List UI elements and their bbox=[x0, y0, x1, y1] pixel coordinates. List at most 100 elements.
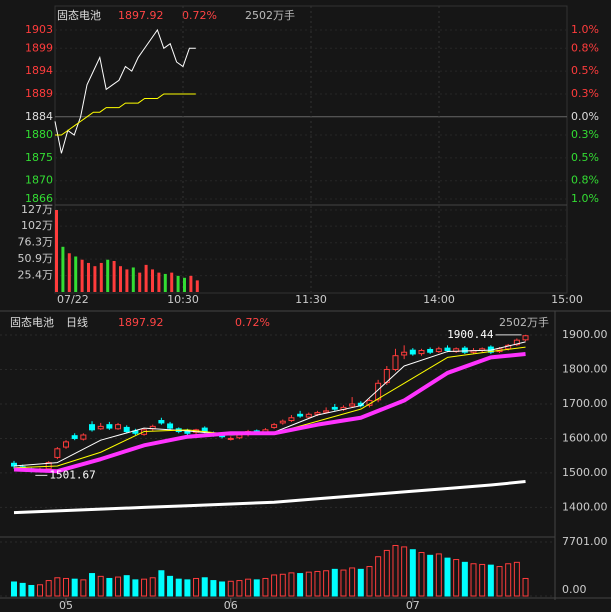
candle-body bbox=[513, 339, 520, 346]
volume-bar bbox=[61, 246, 65, 292]
y-tick-label: 1884 bbox=[25, 110, 53, 123]
volume-bar bbox=[479, 563, 486, 597]
month-label: 06 bbox=[224, 599, 238, 612]
vol-tick-label: 127万 bbox=[21, 203, 53, 216]
volume-bar bbox=[219, 581, 226, 597]
volume-bar bbox=[195, 280, 199, 292]
y-tick-label: 1700.00 bbox=[562, 397, 608, 410]
y-tick-label: 1875 bbox=[25, 151, 53, 164]
volume-bar bbox=[513, 561, 520, 597]
volume-bar bbox=[67, 253, 71, 292]
volume-bar bbox=[210, 580, 217, 597]
volume-bar bbox=[262, 577, 269, 597]
x-tick-label: 07/22 bbox=[57, 293, 89, 306]
volume-bar bbox=[444, 557, 451, 597]
volume-bar bbox=[112, 261, 116, 292]
vol-tick-label: 50.9万 bbox=[18, 252, 54, 265]
volume-bar bbox=[470, 563, 477, 597]
volume-bar bbox=[141, 578, 148, 597]
candle-body bbox=[323, 410, 330, 413]
candle-body bbox=[158, 420, 165, 424]
intraday-change: 0.72% bbox=[182, 9, 217, 22]
candle-body bbox=[427, 348, 434, 353]
volume-bar bbox=[97, 575, 104, 597]
candle-body bbox=[331, 406, 338, 410]
volume-bar bbox=[123, 575, 130, 597]
volume-bar bbox=[189, 275, 193, 292]
x-tick-label: 14:00 bbox=[423, 293, 455, 306]
candle-body bbox=[383, 368, 390, 384]
volume-bar bbox=[435, 553, 442, 597]
volume-bar bbox=[340, 569, 347, 597]
volume-bar bbox=[288, 572, 295, 597]
y-tick-label: 1400.00 bbox=[562, 500, 608, 513]
volume-bar bbox=[170, 272, 174, 292]
y-tick-label: 1900.00 bbox=[562, 328, 608, 341]
vol-tick-label: 25.4万 bbox=[18, 269, 54, 282]
candle-body bbox=[71, 435, 78, 439]
candle-body bbox=[435, 348, 442, 353]
candle-body bbox=[305, 413, 312, 418]
volume-bar bbox=[375, 556, 382, 597]
annotation-label: 1900.44 bbox=[447, 328, 494, 341]
volume-bar bbox=[253, 579, 260, 597]
volume-bar bbox=[297, 573, 304, 597]
volume-bar bbox=[427, 554, 434, 597]
x-tick-label: 10:30 bbox=[167, 293, 199, 306]
volume-bar bbox=[131, 267, 135, 292]
volume-bar bbox=[87, 262, 90, 292]
candle-body bbox=[89, 424, 96, 431]
volume-bar bbox=[125, 269, 129, 292]
volume-bar bbox=[418, 552, 425, 597]
y-tick-label: 1870 bbox=[25, 174, 53, 187]
daily-period: 日线 bbox=[66, 315, 88, 329]
volume-bar bbox=[54, 577, 61, 597]
y-tick-label: 1894 bbox=[25, 64, 53, 77]
volume-bar bbox=[453, 559, 460, 597]
pct-label: 0.0% bbox=[571, 110, 599, 123]
vol-tick-label: 102万 bbox=[21, 219, 53, 232]
vol-tick-label: 0.00 bbox=[562, 583, 587, 596]
volume-bar bbox=[522, 577, 529, 597]
volume-bar bbox=[349, 567, 356, 597]
pct-label: 0.3% bbox=[571, 87, 599, 100]
average-line bbox=[55, 93, 196, 136]
volume-bar bbox=[157, 272, 161, 292]
volume-bar bbox=[80, 259, 84, 292]
candle-body bbox=[123, 426, 130, 433]
candle-body bbox=[409, 349, 416, 355]
volume-bar bbox=[201, 577, 208, 597]
volume-bar bbox=[167, 575, 174, 597]
volume-bar bbox=[89, 573, 96, 597]
volume-bar bbox=[331, 568, 338, 597]
volume-bar bbox=[357, 568, 364, 597]
volume-bar bbox=[99, 262, 103, 292]
moving-average bbox=[13, 480, 526, 515]
daily-price: 1897.92 bbox=[118, 316, 164, 329]
candle-body bbox=[63, 441, 70, 448]
volume-bar bbox=[55, 210, 58, 292]
candle-body bbox=[271, 424, 278, 428]
volume-bar bbox=[138, 272, 142, 292]
volume-bar bbox=[63, 577, 70, 597]
candle-body bbox=[392, 355, 399, 370]
volume-bar bbox=[236, 580, 243, 597]
volume-bar bbox=[163, 273, 167, 292]
volume-bar bbox=[487, 564, 494, 597]
volume-bar bbox=[158, 570, 165, 597]
daily-title: 固态电池 bbox=[10, 316, 54, 329]
volume-bar bbox=[227, 580, 234, 597]
daily-change: 0.72% bbox=[235, 316, 270, 329]
candle-body bbox=[106, 424, 113, 429]
volume-bar bbox=[19, 582, 26, 597]
y-tick-label: 1866 bbox=[25, 192, 53, 205]
volume-bar bbox=[305, 571, 312, 597]
candle-body bbox=[444, 347, 451, 352]
moving-average bbox=[13, 351, 526, 474]
volume-bar bbox=[176, 275, 180, 292]
candle-body bbox=[279, 420, 286, 424]
volume-bar bbox=[323, 570, 330, 597]
volume-bar bbox=[175, 578, 182, 597]
y-tick-label: 1903 bbox=[25, 23, 53, 36]
candle-body bbox=[522, 335, 529, 341]
